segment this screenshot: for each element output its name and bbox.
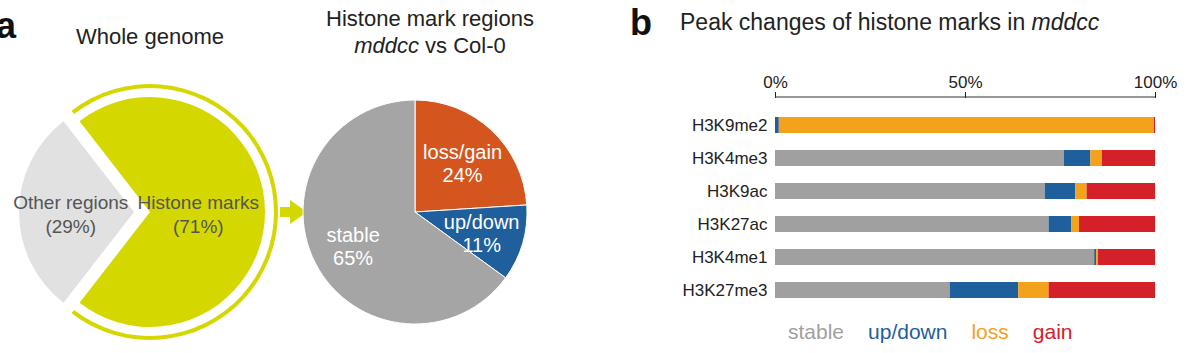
html-text:up/down: up/down xyxy=(868,320,948,343)
svg-text:H3K4me3: H3K4me3 xyxy=(692,149,768,168)
svg-text:Histone marks(71%): Histone marks(71%) xyxy=(138,192,259,237)
svg-text:H3K27ac: H3K27ac xyxy=(698,215,768,234)
svg-text:loss/gain24%: loss/gain24% xyxy=(423,141,502,186)
html-text:stable: stable xyxy=(788,320,844,343)
svg-text:stable65%: stable65% xyxy=(326,224,379,269)
svg-text:H3K27me3: H3K27me3 xyxy=(682,281,767,300)
svg-text:H3K4me1: H3K4me1 xyxy=(692,248,768,267)
svg-text:a: a xyxy=(0,5,17,46)
svg-text:50%: 50% xyxy=(948,73,982,92)
svg-text:100%: 100% xyxy=(1134,73,1177,92)
html-text:Peak changes of histone marks: Peak changes of histone marks in mddcc xyxy=(680,9,1100,35)
svg-text:H3K9ac: H3K9ac xyxy=(707,182,768,201)
svg-text:Histone mark regions: Histone mark regions xyxy=(326,6,534,31)
html-text:loss: loss xyxy=(971,320,1009,343)
svg-text:Other regions(29%): Other regions(29%) xyxy=(13,192,128,237)
svg-text:0%: 0% xyxy=(763,73,788,92)
svg-text:H3K9me2: H3K9me2 xyxy=(692,116,768,135)
svg-text:mddcc vs Col-0: mddcc vs Col-0 xyxy=(354,33,506,58)
html-text:b: b xyxy=(630,2,652,43)
svg-text:Whole genome: Whole genome xyxy=(76,24,224,49)
svg-text:up/down11%: up/down11% xyxy=(444,211,520,256)
html-text:gain: gain xyxy=(1032,320,1073,343)
